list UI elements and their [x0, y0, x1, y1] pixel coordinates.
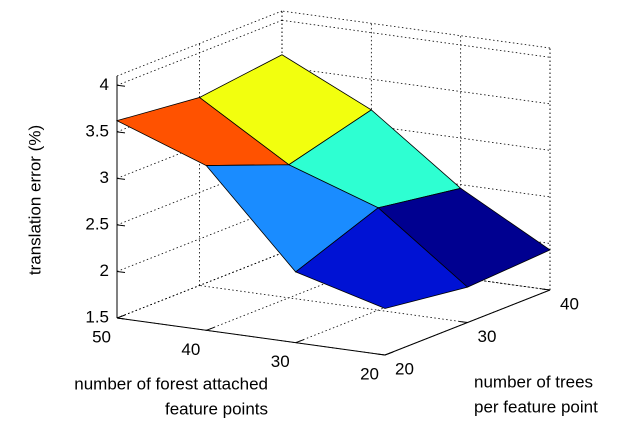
x-tick-label: 40 [181, 340, 200, 359]
y-tick-label: 30 [478, 327, 497, 346]
grid-line [281, 19, 551, 58]
box-edge [116, 10, 283, 77]
x-tick-label: 50 [92, 327, 111, 346]
grid-line [295, 277, 461, 344]
z-tick [116, 131, 126, 134]
x-axis-label: feature points [165, 399, 268, 418]
z-tick [116, 317, 126, 320]
z-tick-label: 3 [100, 168, 109, 187]
x-tick-label: 20 [360, 364, 379, 383]
z-tick-label: 2.5 [85, 214, 109, 233]
z-tick [116, 224, 126, 227]
z-tick-label: 1.5 [85, 307, 109, 326]
box-edge [281, 10, 551, 49]
y-tick [541, 288, 551, 291]
x-tick [116, 314, 126, 319]
z-tick [116, 270, 126, 273]
z-tick [116, 177, 126, 180]
x-tick [295, 339, 304, 344]
z-tick-label: 3.5 [85, 121, 109, 140]
surface-face [294, 207, 469, 309]
x-tick [206, 326, 215, 331]
y-tick-label: 20 [395, 359, 414, 378]
grid-line [116, 206, 283, 272]
x-axis [116, 317, 386, 356]
x-axis-label: number of forest attached [74, 374, 268, 393]
grid-line [199, 285, 468, 323]
z-axis-label: translation error (%) [25, 125, 44, 275]
z-tick-label: 4 [100, 75, 109, 94]
y-tick [459, 321, 468, 323]
y-tick [376, 353, 386, 356]
z-tick-label: 2 [100, 261, 109, 280]
x-tick [384, 351, 394, 356]
y-axis-label: per feature point [474, 397, 598, 416]
y-tick-label: 40 [560, 294, 579, 313]
grid-line [281, 66, 551, 105]
z-tick [116, 84, 126, 87]
x-tick-label: 30 [271, 352, 290, 371]
y-axis-label: number of trees [474, 372, 593, 391]
